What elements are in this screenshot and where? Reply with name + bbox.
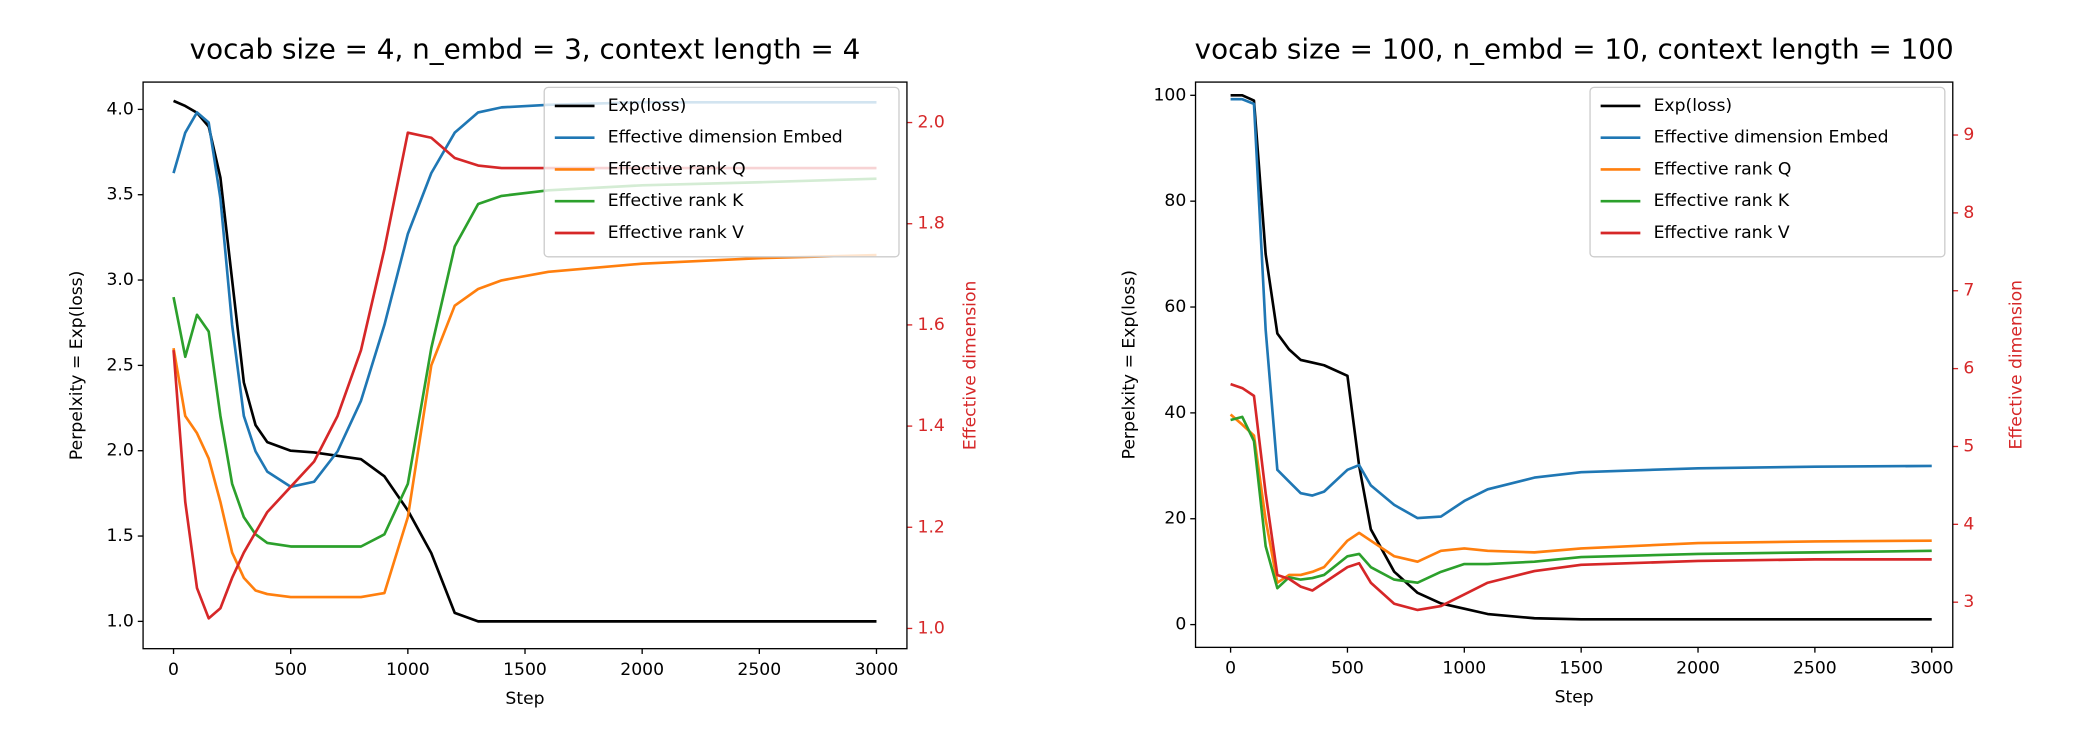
y2-tick-label: 1.6: [918, 315, 945, 335]
chart: vocab size = 4, n_embd = 3, context leng…: [67, 32, 981, 709]
x-tick-label: 3000: [855, 660, 899, 680]
plot-frame: [142, 81, 908, 650]
series-line: [1230, 97, 1932, 520]
legend-label: Effective rank V: [1654, 223, 1790, 243]
legend-box: [543, 86, 900, 258]
chart-title: vocab size = 4, n_embd = 3, context leng…: [190, 32, 861, 65]
chart-title: vocab size = 100, n_embd = 10, context l…: [1195, 32, 1954, 65]
x-tick-label: 2500: [737, 660, 781, 680]
legend-label: Effective rank Q: [1654, 159, 1792, 179]
legend: Exp(loss) Effective dimension Embed Effect…: [543, 86, 900, 258]
legend-box: [1589, 86, 1946, 258]
series-line: [173, 99, 877, 623]
y-tick-label: 1.0: [106, 611, 133, 631]
y2-tick-label: 8: [1963, 203, 1974, 223]
series-line: [1230, 382, 1932, 612]
legend-label: Effective rank Q: [608, 159, 746, 179]
legend-label: Effective dimension Embed: [1654, 128, 1889, 148]
y2-axis-label: Effective dimension: [2006, 280, 2026, 449]
legend-label: Effective dimension Embed: [608, 128, 843, 148]
y-tick-label: 100: [1153, 85, 1186, 105]
y2-tick-label: 2.0: [918, 113, 945, 133]
y2-tick-label: 1.4: [918, 416, 945, 436]
y-tick-label: 40: [1164, 403, 1186, 423]
y-tick-label: 0: [1175, 615, 1186, 635]
y2-tick-label: 1.2: [918, 517, 945, 537]
y-tick-label: 2.0: [106, 441, 133, 461]
x-tick-label: 1500: [503, 660, 547, 680]
x-tick-label: 2500: [1793, 659, 1837, 679]
x-tick-label: 1000: [1442, 659, 1486, 679]
plot-frame: [1194, 81, 1954, 649]
legend-label: Effective rank V: [608, 223, 744, 243]
series-line: [172, 131, 877, 620]
y-tick-label: 4.0: [106, 99, 133, 119]
y2-tick-label: 1.8: [918, 214, 945, 234]
series-line: [172, 177, 877, 548]
x-tick-label: 500: [274, 660, 307, 680]
legend-label: Exp(loss): [1654, 96, 1733, 116]
y2-tick-label: 1.0: [918, 618, 945, 638]
series-line: [172, 253, 877, 599]
y2-tick-label: 7: [1963, 281, 1974, 301]
y-tick-label: 1.5: [106, 526, 133, 546]
y-tick-label: 3.0: [106, 270, 133, 290]
series-line: [1230, 93, 1932, 621]
y-tick-label: 2.5: [106, 355, 133, 375]
y2-tick-label: 9: [1963, 125, 1974, 145]
x-tick-label: 1000: [386, 660, 430, 680]
legend-label: Effective rank K: [1654, 191, 1790, 211]
chart: vocab size = 100, n_embd = 10, context l…: [1119, 32, 2026, 707]
y2-tick-label: 6: [1963, 359, 1974, 379]
legend-label: Effective rank K: [608, 191, 744, 211]
y2-tick-label: 5: [1963, 436, 1974, 456]
x-tick-label: 0: [168, 660, 179, 680]
y-tick-label: 3.5: [106, 185, 133, 205]
y-tick-label: 20: [1164, 509, 1186, 529]
y-tick-label: 80: [1164, 191, 1186, 211]
y-tick-label: 60: [1164, 297, 1186, 317]
x-tick-label: 3000: [1910, 659, 1954, 679]
x-tick-label: 0: [1225, 659, 1236, 679]
x-tick-label: 1500: [1559, 659, 1603, 679]
x-tick-label: 2000: [620, 660, 664, 680]
legend-label: Exp(loss): [608, 96, 687, 116]
y2-tick-label: 4: [1963, 514, 1974, 534]
x-tick-label: 500: [1331, 659, 1364, 679]
series-line: [1229, 413, 1932, 585]
y-axis-label: Perpelxity = Exp(loss): [1119, 270, 1139, 459]
x-axis-label: Step: [1555, 688, 1594, 708]
x-axis-label: Step: [505, 689, 544, 709]
y2-tick-label: 3: [1963, 592, 1974, 612]
legend: Exp(loss) Effective dimension Embed Effect…: [1589, 86, 1946, 258]
y2-axis-label: Effective dimension: [960, 281, 980, 450]
series-line: [172, 100, 877, 489]
series-line: [1230, 415, 1932, 590]
y-axis-label: Perpelxity = Exp(loss): [67, 271, 87, 460]
x-tick-label: 2000: [1676, 659, 1720, 679]
